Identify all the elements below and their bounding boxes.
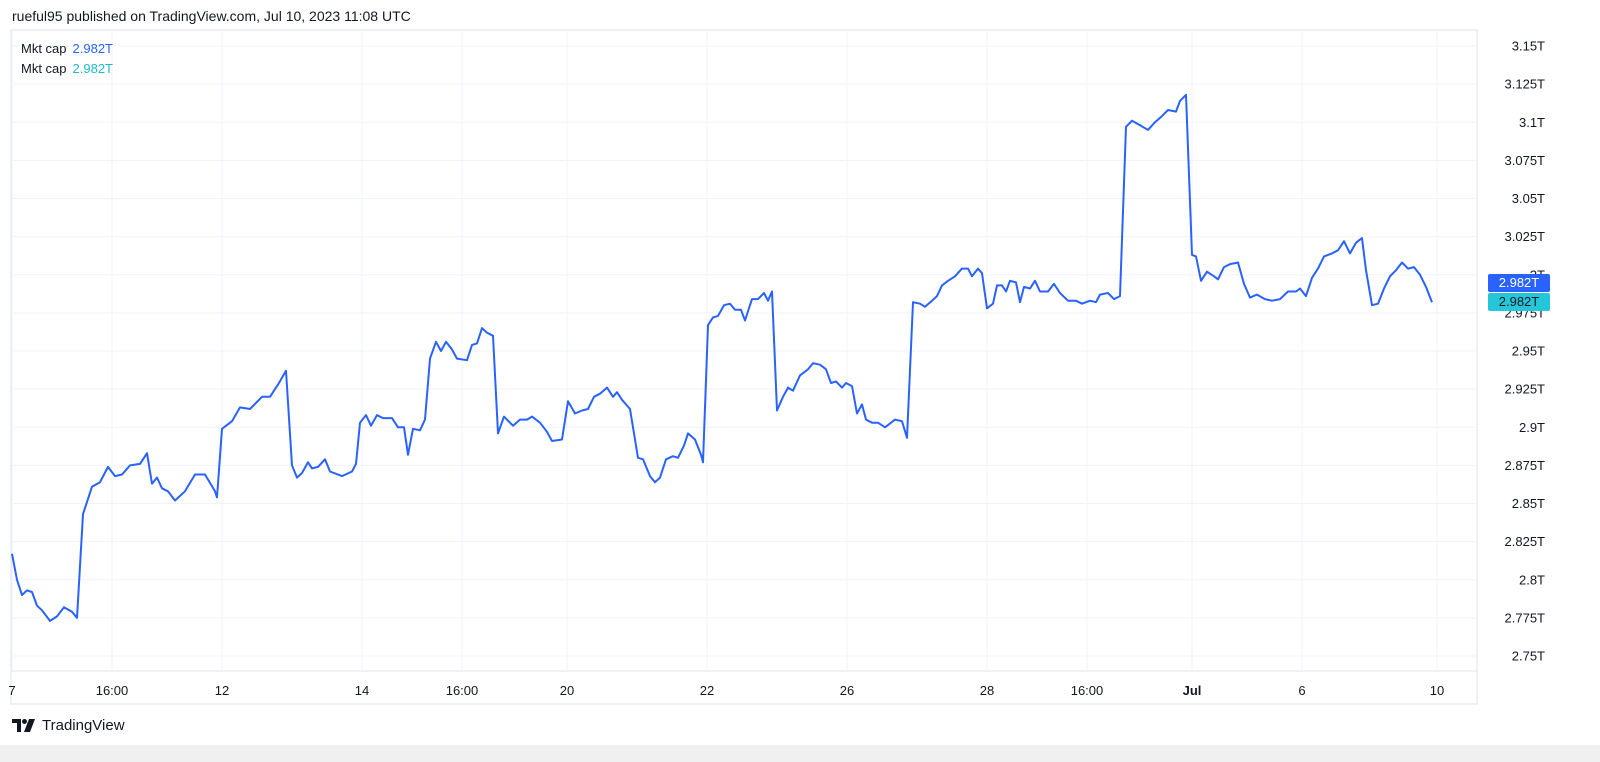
x-tick-label: 16:00	[446, 683, 479, 698]
y-tick-label: 3.025T	[1505, 229, 1546, 244]
tradingview-logo[interactable]: TradingView	[12, 717, 125, 734]
legend-item-market-cap-1: Mkt cap 2.982T	[21, 41, 113, 56]
y-tick-label: 2.95T	[1512, 344, 1545, 359]
last-price-tag-2: 2.982T	[1488, 293, 1550, 311]
y-tick-label: 2.85T	[1512, 496, 1545, 511]
x-tick-label: 14	[355, 683, 369, 698]
tradingview-logo-icon	[12, 719, 35, 732]
last-price-tag-1: 2.982T	[1488, 274, 1550, 292]
y-tick-label: 3.15T	[1512, 39, 1545, 54]
brand-name: TradingView	[42, 717, 125, 734]
x-tick-label: 16:00	[1071, 683, 1104, 698]
y-tick-label: 2.925T	[1505, 382, 1546, 397]
y-tick-label: 2.8T	[1519, 572, 1545, 587]
legend-item-market-cap-2: Mkt cap 2.982T	[21, 61, 113, 76]
y-tick-label: 2.825T	[1505, 534, 1546, 549]
y-tick-label: 2.875T	[1505, 458, 1546, 473]
x-tick-label: 10	[1430, 683, 1444, 698]
x-tick-label: 6	[1298, 683, 1305, 698]
y-tick-label: 3.125T	[1505, 77, 1546, 92]
y-tick-label: 2.75T	[1512, 649, 1545, 664]
bottom-strip	[0, 745, 1600, 762]
legend-label: Mkt cap	[21, 61, 67, 76]
x-tick-label: 28	[980, 683, 994, 698]
publisher-caption: rueful95 published on TradingView.com, J…	[12, 8, 411, 24]
series-line-market-cap	[11, 93, 1433, 622]
x-tick-label: 7	[8, 683, 15, 698]
y-tick-label: 2.775T	[1505, 610, 1546, 625]
y-tick-label: 3.05T	[1512, 191, 1545, 206]
x-tick-label: 12	[215, 683, 229, 698]
x-tick-label: 20	[560, 683, 574, 698]
legend-label: Mkt cap	[21, 41, 67, 56]
x-tick-label: 16:00	[96, 683, 129, 698]
market-cap-chart[interactable]: 3.15T3.125T3.1T3.075T3.05T3.025T3T2.975T…	[0, 0, 1600, 745]
plot-frame	[10, 29, 1478, 705]
legend-value: 2.982T	[72, 41, 113, 56]
y-tick-label: 3.1T	[1519, 115, 1545, 130]
y-tick-label: 3.075T	[1505, 153, 1546, 168]
x-tick-label: 22	[700, 683, 714, 698]
legend-value: 2.982T	[72, 61, 113, 76]
x-tick-label: Jul	[1183, 683, 1202, 698]
x-tick-label: 26	[840, 683, 854, 698]
y-tick-label: 2.9T	[1519, 420, 1545, 435]
